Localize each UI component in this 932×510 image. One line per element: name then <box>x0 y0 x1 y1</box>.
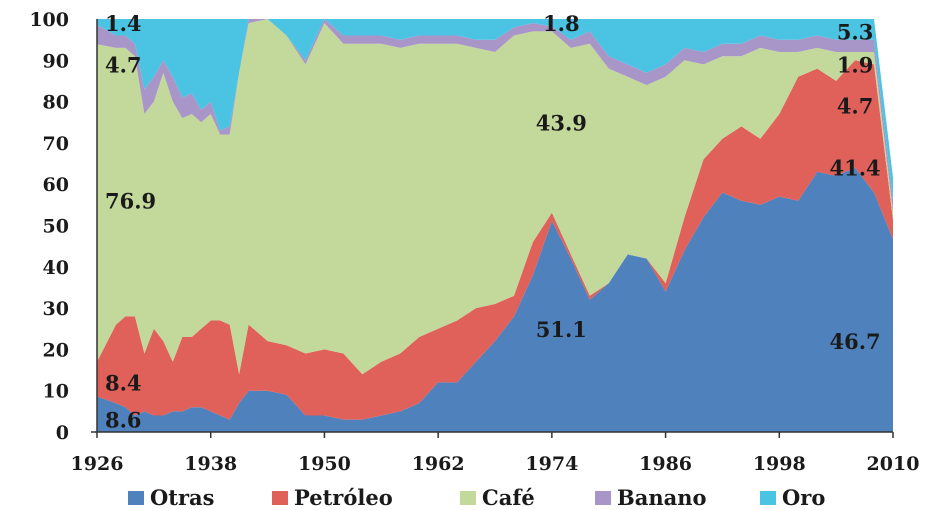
x-axis-tick-labels: 1926 1938 1950 1962 1974 1986 1998 2010 <box>71 453 920 475</box>
area-series-group <box>97 19 893 432</box>
y-tick-label: 10 <box>43 381 69 403</box>
legend-item-otras: Otras <box>128 485 215 510</box>
area-series-banano <box>97 19 893 212</box>
data-label-banano: 4.7 <box>105 52 142 77</box>
data-label-otras: 8.6 <box>105 408 142 433</box>
x-tick-label: 1986 <box>639 453 692 475</box>
data-label-petroleo: 4.7 <box>837 94 874 119</box>
y-tick-label: 50 <box>43 216 69 238</box>
legend-swatch <box>128 491 144 505</box>
legend-label: Otras <box>150 485 215 510</box>
y-tick-label: 80 <box>43 92 69 114</box>
x-tick-label: 1962 <box>412 453 465 475</box>
data-label-otras: 46.7 <box>830 329 881 354</box>
data-label-oro: 1.4 <box>105 11 142 36</box>
legend-label: Petróleo <box>294 485 393 510</box>
legend-item-banano: Banano <box>595 485 707 510</box>
data-label-oro: 1.8 <box>543 11 580 36</box>
y-axis-tick-labels: 0 10 20 30 40 50 60 70 80 90 100 <box>29 9 69 444</box>
x-tick-label: 1974 <box>525 453 578 475</box>
y-tick-label: 60 <box>43 174 69 196</box>
area-series-cafe <box>97 19 893 375</box>
legend-item-cafe: Café <box>460 485 535 510</box>
data-label-oro: 5.3 <box>837 19 874 44</box>
legend-swatch <box>760 491 776 505</box>
area-series-otras <box>97 167 893 432</box>
y-tick-label: 100 <box>29 9 69 31</box>
data-label-petroleo: 8.4 <box>105 370 142 395</box>
x-tick-label: 1950 <box>298 453 351 475</box>
x-tick-label: 1926 <box>71 453 124 475</box>
area-series-oro <box>97 19 893 200</box>
legend-item-petroleo: Petróleo <box>272 485 393 510</box>
legend-label: Café <box>482 485 535 510</box>
data-label-otras: 51.1 <box>536 317 587 342</box>
legend-swatch <box>460 491 476 505</box>
x-axis-tick-marks <box>96 432 894 438</box>
legend-label: Oro <box>782 485 825 510</box>
data-label-otras: 41.4 <box>830 156 881 181</box>
x-tick-label: 1938 <box>184 453 237 475</box>
x-tick-label: 2010 <box>867 453 920 475</box>
y-tick-label: 90 <box>43 50 69 72</box>
legend-swatch <box>595 491 611 505</box>
legend-swatch <box>272 491 288 505</box>
y-tick-label: 0 <box>56 422 69 444</box>
data-labels: 8.6 8.4 76.9 4.7 1.4 51.1 43.9 1.8 46.7 41.4 4.7 1.… <box>105 11 881 432</box>
area-series-petroleo <box>97 60 893 420</box>
data-label-cafe: 76.9 <box>105 189 156 214</box>
legend-item-oro: Oro <box>760 485 825 510</box>
legend: Otras Petróleo Café Banano Oro <box>128 485 825 510</box>
y-tick-label: 70 <box>43 133 69 155</box>
y-tick-label: 20 <box>43 339 69 361</box>
y-tick-label: 30 <box>43 298 69 320</box>
data-label-cafe: 1.9 <box>837 52 874 77</box>
legend-label: Banano <box>617 485 707 510</box>
data-label-cafe: 43.9 <box>536 110 587 135</box>
x-tick-label: 1998 <box>753 453 806 475</box>
y-tick-label: 40 <box>43 257 69 279</box>
